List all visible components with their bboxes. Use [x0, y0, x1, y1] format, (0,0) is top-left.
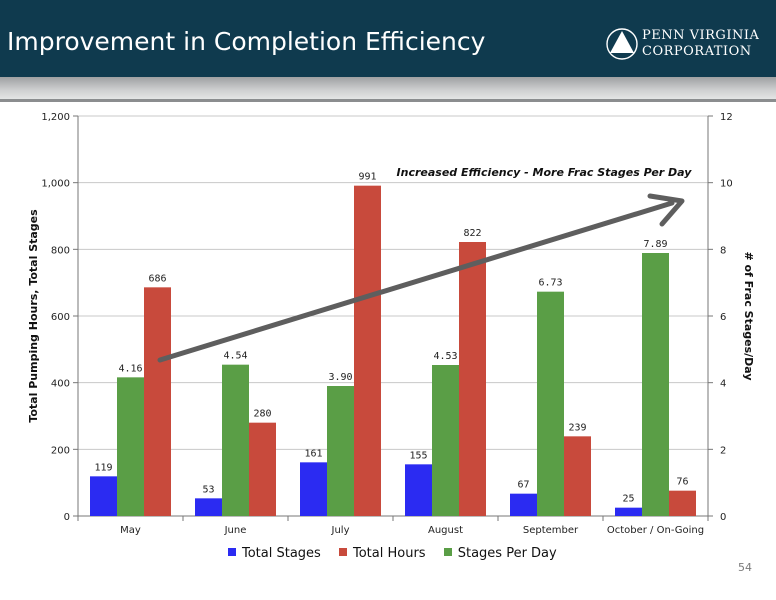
legend-label-stages-per-day: Stages Per Day [457, 546, 557, 561]
y-tick-label: 0 [64, 512, 70, 523]
data-label-total-stages: 67 [517, 480, 529, 491]
legend-swatch-total-stages [228, 548, 236, 556]
data-label-total-stages: 155 [409, 450, 427, 461]
y2-tick-label: 2 [720, 445, 726, 456]
bar-total-hours [564, 436, 591, 516]
data-label-total-stages: 25 [622, 494, 634, 505]
data-label-stages-per-day: 3.90 [328, 372, 352, 383]
data-label-total-stages: 119 [94, 462, 112, 473]
data-label-stages-per-day: 7.89 [643, 239, 667, 250]
y2-axis-title: # of Frac Stages/Day [742, 251, 755, 380]
data-label-total-hours: 822 [463, 228, 481, 239]
logo-line-2: CORPORATION [642, 44, 752, 59]
legend-item-total-hours: Total Hours [338, 546, 426, 561]
data-label-total-stages: 161 [304, 448, 322, 459]
x-tick-label: June [224, 525, 247, 536]
page-title: Improvement in Completion Efficiency [7, 27, 486, 56]
y-tick-label: 800 [51, 245, 70, 256]
y2-tick-label: 0 [720, 512, 726, 523]
data-label-stages-per-day: 4.53 [433, 351, 457, 362]
trend-arrow-shaft [157, 200, 675, 363]
bar-total-hours [249, 422, 276, 516]
x-tick-label: May [120, 525, 141, 536]
y2-tick-label: 4 [720, 379, 726, 390]
bar-stages-per-day [117, 377, 144, 516]
data-label-total-hours: 239 [568, 422, 586, 433]
x-tick-label: September [523, 525, 579, 536]
legend-label-total-hours: Total Hours [352, 546, 426, 561]
logo-line-1: PENN VIRGINIA [642, 28, 760, 43]
x-tick-label: July [331, 525, 350, 536]
legend-item-total-stages: Total Stages [228, 546, 321, 561]
legend-label-total-stages: Total Stages [242, 546, 321, 561]
bar-total-stages [615, 507, 642, 516]
bar-stages-per-day [642, 253, 669, 516]
bar-total-stages [405, 464, 432, 516]
legend-swatch-total-hours [338, 548, 347, 556]
bar-total-hours [459, 242, 486, 516]
x-tick-label: August [428, 525, 463, 536]
bar-total-stages [510, 493, 537, 516]
bar-total-stages [90, 476, 117, 516]
y-tick-label: 200 [51, 445, 70, 456]
legend-item-stages-per-day: Stages Per Day [443, 546, 557, 561]
y-tick-label: 1,000 [41, 179, 70, 190]
data-label-total-hours: 76 [676, 477, 688, 488]
header-band [0, 77, 776, 99]
chart-legend: Total Stages Total Hours Stages Per Day [228, 546, 571, 561]
bar-stages-per-day [537, 291, 564, 516]
bar-stages-per-day [327, 386, 354, 516]
data-label-stages-per-day: 4.16 [118, 363, 142, 374]
annotation-text: Increased Efficiency - More Frac Stages … [397, 166, 693, 179]
data-label-total-hours: 280 [253, 409, 271, 420]
trend-arrow-head [647, 193, 685, 227]
y2-tick-label: 12 [720, 112, 733, 123]
header-band-edge [0, 99, 776, 102]
data-label-total-stages: 53 [202, 484, 214, 495]
bar-total-stages [300, 462, 327, 516]
data-label-stages-per-day: 4.54 [223, 351, 247, 362]
header-bar [0, 0, 776, 77]
data-label-total-hours: 686 [148, 273, 166, 284]
y-tick-label: 600 [51, 312, 70, 323]
y-tick-label: 1,200 [41, 112, 70, 123]
bar-stages-per-day [432, 365, 459, 516]
x-tick-label: October / On-Going [607, 525, 704, 536]
y-axis-title: Total Pumping Hours, Total Stages [27, 209, 40, 423]
triangle-in-circle-icon [606, 28, 638, 60]
bar-total-stages [195, 498, 222, 516]
legend-swatch-stages-per-day [443, 548, 452, 556]
bar-total-hours [669, 490, 696, 516]
y2-tick-label: 8 [720, 245, 726, 256]
y-tick-label: 400 [51, 379, 70, 390]
company-logo: PENN VIRGINIA CORPORATION [606, 26, 766, 66]
page-number: 54 [738, 561, 752, 574]
data-label-total-hours: 991 [358, 172, 376, 183]
y2-tick-label: 6 [720, 312, 726, 323]
data-label-stages-per-day: 6.73 [538, 278, 562, 289]
bar-total-hours [354, 185, 381, 516]
bar-stages-per-day [222, 364, 249, 516]
bar-total-hours [144, 287, 171, 516]
y2-tick-label: 10 [720, 179, 733, 190]
